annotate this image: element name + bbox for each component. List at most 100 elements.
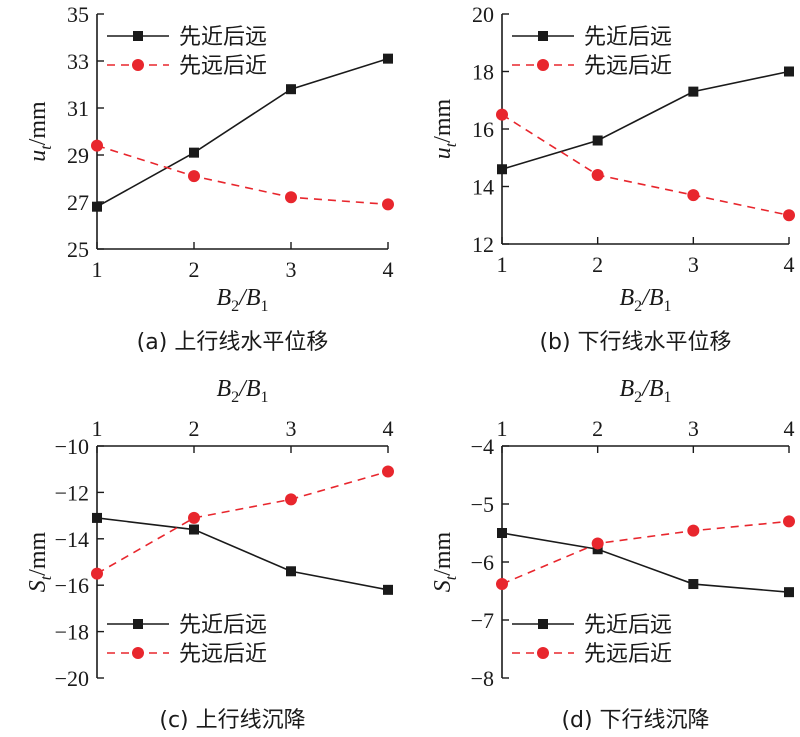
data-point [92, 201, 102, 212]
series-line-2 [96, 470, 389, 575]
x-tick-label: 2 [189, 416, 200, 441]
data-point [591, 169, 604, 181]
legend-marker-2 [132, 647, 144, 659]
x-tick-label: 4 [784, 416, 795, 441]
legend-label-1: 先近后远 [179, 613, 267, 638]
data-point [783, 209, 795, 222]
x-tick-label: 3 [286, 257, 297, 282]
x-tick-label: 1 [92, 257, 103, 282]
x-tick-label: 4 [383, 416, 394, 441]
y-tick-label: −14 [55, 527, 89, 552]
y-axis-label: St/mm [430, 531, 460, 592]
y-tick-label: 16 [472, 117, 494, 142]
data-point [688, 579, 699, 590]
series-line-2 [96, 144, 389, 206]
x-tick-label: 4 [784, 252, 795, 277]
legend-marker-1 [538, 31, 548, 41]
y-tick-label: 18 [472, 60, 494, 85]
x-tick-label: 4 [383, 257, 394, 282]
series-line-2 [501, 520, 790, 585]
y-tick-label: 25 [67, 237, 89, 262]
data-point [496, 578, 508, 591]
data-point [496, 108, 508, 121]
series-line-1 [501, 70, 790, 171]
data-point [688, 86, 699, 97]
x-tick-label: 2 [592, 252, 603, 277]
y-tick-label: 27 [67, 190, 89, 215]
y-tick-label: −5 [471, 492, 494, 517]
y-axis-label: ut/mm [25, 101, 55, 162]
legend-label-1: 先近后远 [179, 25, 267, 50]
data-point [383, 53, 393, 64]
y-tick-label: −20 [55, 666, 89, 691]
data-point [591, 537, 604, 550]
series-line-1 [96, 57, 389, 208]
series-line-1 [501, 532, 790, 593]
panel-caption: (a) 上行线水平位移 [137, 330, 329, 355]
data-point [285, 191, 297, 204]
legend-label-2: 先远后近 [584, 54, 672, 79]
y-tick-label: 12 [472, 232, 494, 257]
x-axis-label: B2/B1 [217, 285, 269, 315]
y-tick-label: −10 [55, 434, 89, 459]
y-tick-label: 33 [67, 49, 89, 74]
legend-marker-2 [537, 59, 549, 71]
legend-label-2: 先远后近 [179, 54, 267, 79]
y-tick-label: 29 [67, 143, 89, 168]
x-tick-label: 1 [497, 416, 508, 441]
x-tick-label: 3 [688, 252, 699, 277]
panel-caption: (b) 下行线水平位移 [539, 330, 731, 355]
data-point [383, 584, 393, 595]
data-point [92, 512, 102, 523]
y-axis-label: St/mm [25, 531, 55, 592]
data-point [286, 84, 296, 95]
x-tick-label: 2 [189, 257, 200, 282]
data-point [91, 567, 103, 580]
x-tick-label: 3 [688, 416, 699, 441]
data-point [784, 66, 794, 77]
y-tick-label: −7 [471, 608, 494, 633]
panel-caption: (d) 下行线沉降 [561, 708, 709, 733]
legend-marker-1 [133, 619, 143, 629]
legend-marker-2 [537, 647, 549, 659]
y-tick-label: 20 [472, 2, 494, 27]
legend-marker-1 [538, 619, 548, 629]
data-point [592, 135, 603, 146]
y-tick-label: 35 [67, 2, 89, 27]
legend-label-1: 先近后远 [584, 25, 672, 50]
y-tick-label: −16 [55, 573, 89, 598]
x-axis-label: B2/B1 [620, 376, 672, 406]
data-point [382, 465, 394, 478]
series-line-2 [501, 113, 790, 217]
y-tick-label: −8 [471, 666, 494, 691]
y-tick-label: 14 [472, 175, 494, 200]
x-tick-label: 2 [592, 416, 603, 441]
panel-caption: (c) 上行线沉降 [159, 708, 305, 733]
y-tick-label: −18 [55, 620, 89, 645]
data-point [497, 164, 507, 175]
legend-label-2: 先远后近 [179, 642, 267, 667]
y-tick-label: 31 [67, 96, 89, 121]
y-tick-label: −12 [55, 480, 89, 505]
data-point [285, 493, 297, 506]
x-tick-label: 1 [497, 252, 508, 277]
data-point [91, 139, 103, 152]
data-point [497, 528, 507, 538]
data-point [286, 566, 296, 577]
x-axis-label: B2/B1 [620, 285, 672, 315]
data-point [784, 587, 794, 598]
data-point [189, 524, 199, 535]
data-point [188, 170, 200, 183]
data-point [687, 524, 700, 537]
y-axis-label: ut/mm [430, 98, 460, 159]
y-tick-label: −6 [471, 550, 494, 575]
y-tick-label: −4 [471, 434, 494, 459]
data-point [189, 147, 199, 158]
x-axis-label: B2/B1 [217, 376, 269, 406]
data-point [188, 511, 200, 524]
x-tick-label: 1 [92, 416, 103, 441]
series-line-1 [96, 517, 389, 591]
legend-label-1: 先近后远 [584, 613, 672, 638]
